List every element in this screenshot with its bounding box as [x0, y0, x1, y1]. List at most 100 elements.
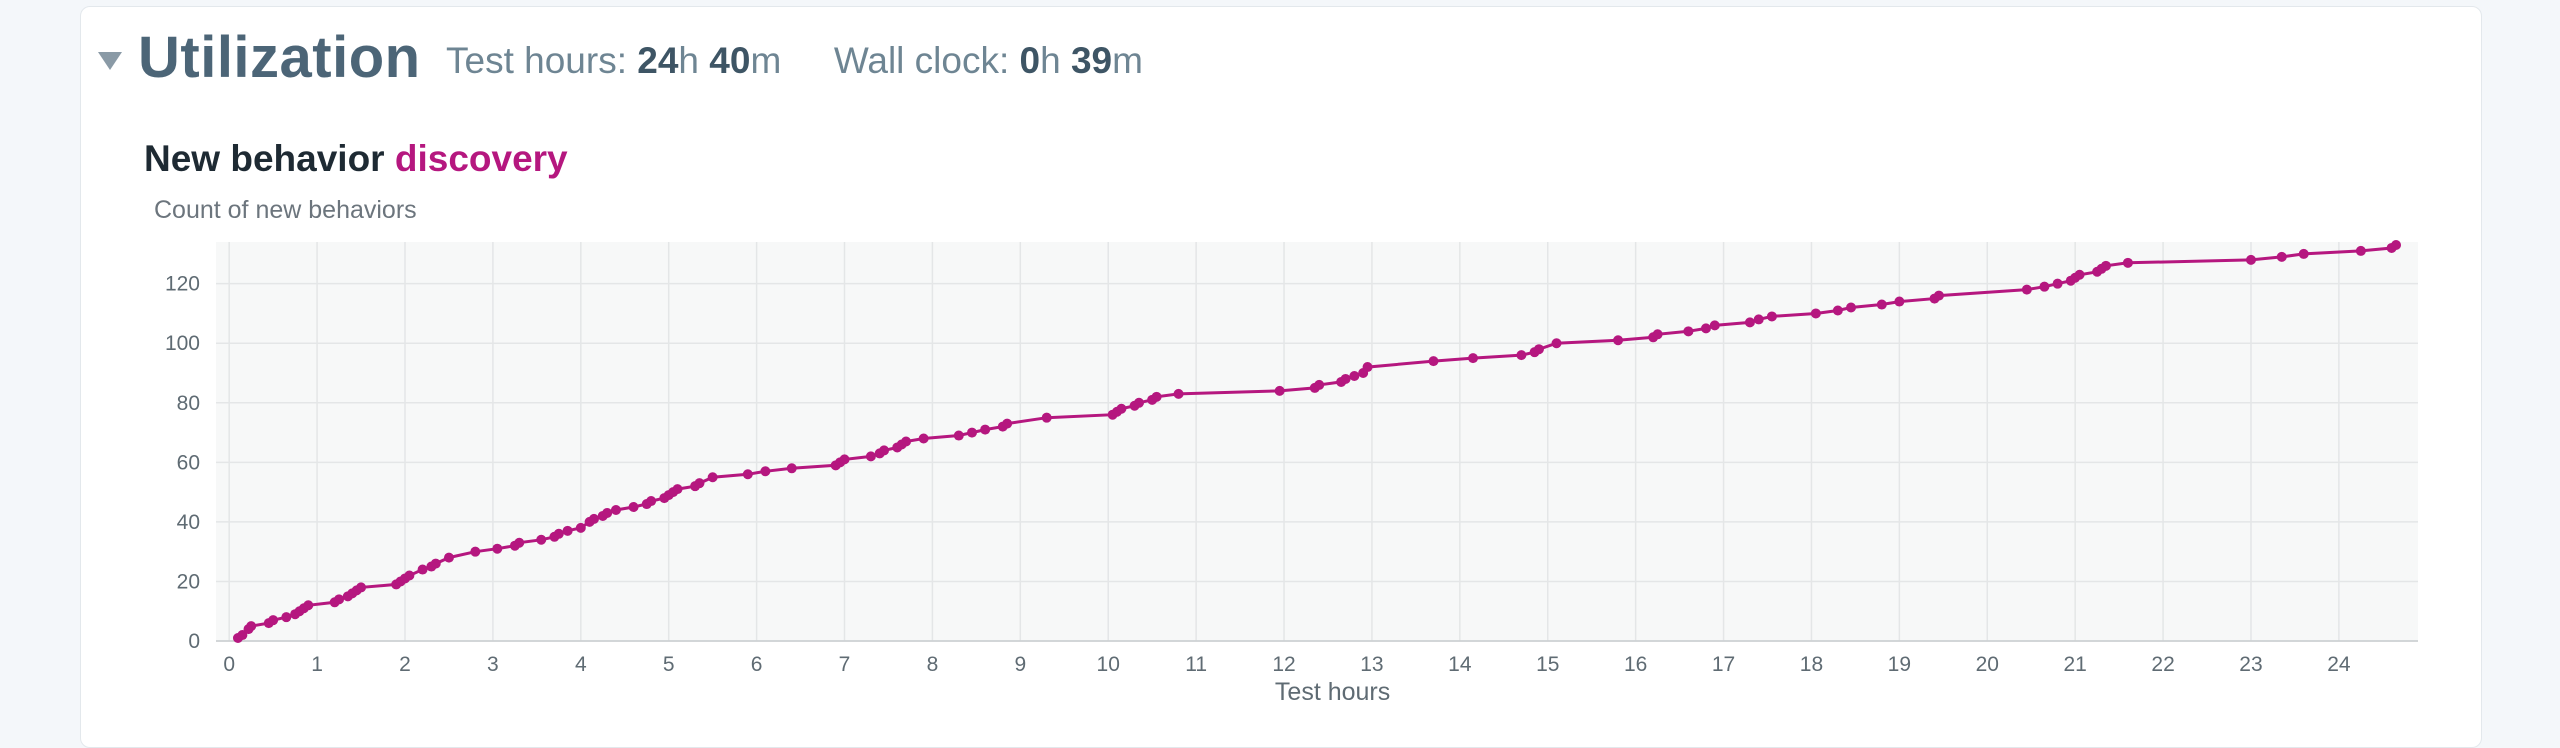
data-point — [1744, 317, 1755, 328]
data-point — [1766, 311, 1777, 322]
test-hours-hours-unit: h — [678, 40, 699, 81]
data-point — [879, 445, 890, 456]
x-tick-label: 18 — [1800, 653, 1823, 676]
data-point — [760, 466, 771, 477]
y-tick-label: 0 — [188, 630, 200, 653]
data-point — [1340, 373, 1351, 384]
data-point — [575, 522, 586, 533]
data-point — [2100, 260, 2111, 271]
data-point — [707, 472, 718, 483]
data-point — [1894, 296, 1905, 307]
y-tick-label: 80 — [177, 392, 200, 415]
data-point — [1041, 412, 1052, 423]
data-point — [1533, 344, 1544, 355]
data-point — [1314, 379, 1325, 390]
data-point — [268, 615, 279, 626]
x-tick-label: 9 — [1014, 653, 1026, 676]
data-point — [1002, 418, 1013, 429]
data-point — [1810, 308, 1821, 319]
data-point — [1832, 305, 1843, 316]
data-point — [2276, 251, 2287, 262]
data-point — [404, 570, 415, 581]
data-point — [865, 451, 876, 462]
data-point — [536, 534, 547, 545]
x-tick-label: 7 — [839, 653, 851, 676]
data-point — [839, 454, 850, 465]
data-point — [980, 424, 991, 435]
x-tick-label: 15 — [1536, 653, 1559, 676]
data-point — [2021, 284, 2032, 295]
data-point — [1428, 356, 1439, 367]
wall-clock-hours: 0 — [1019, 40, 1041, 81]
x-tick-label: 2 — [399, 653, 411, 676]
data-point — [417, 564, 428, 575]
data-point — [1362, 362, 1373, 373]
x-tick-label: 14 — [1448, 653, 1472, 676]
data-point — [1133, 397, 1144, 408]
data-point — [2122, 257, 2133, 268]
data-point — [514, 537, 525, 548]
data-point — [966, 427, 977, 438]
data-point — [470, 546, 481, 557]
chart-title-prefix: New behavior — [144, 138, 385, 179]
data-point — [2355, 245, 2366, 256]
data-point — [1613, 335, 1624, 346]
x-tick-label: 13 — [1360, 653, 1383, 676]
data-point — [610, 504, 621, 515]
data-point — [1516, 350, 1527, 361]
data-point — [443, 552, 454, 563]
triangle-down-icon[interactable] — [98, 52, 122, 70]
data-point — [1700, 323, 1711, 334]
test-hours-minutes: 40 — [709, 40, 751, 81]
x-tick-label: 22 — [2151, 653, 2174, 676]
data-point — [562, 525, 573, 536]
x-tick-label: 21 — [2063, 653, 2086, 676]
data-point — [1846, 302, 1857, 313]
data-point — [628, 502, 639, 513]
data-point — [786, 463, 797, 474]
y-tick-label: 120 — [165, 273, 200, 296]
y-tick-label: 40 — [177, 511, 200, 534]
data-point — [356, 582, 367, 593]
x-tick-label: 11 — [1185, 653, 1207, 676]
data-point — [901, 436, 912, 447]
data-point — [588, 513, 599, 524]
x-axis-title: Test hours — [1275, 678, 1390, 706]
x-tick-label: 12 — [1272, 653, 1295, 676]
wall-clock-hours-unit: h — [1040, 40, 1061, 81]
data-point — [334, 594, 345, 605]
plot-area — [216, 242, 2418, 641]
y-tick-label: 60 — [177, 451, 200, 474]
data-point — [694, 478, 705, 489]
data-point — [2039, 281, 2050, 292]
data-point — [1876, 299, 1887, 310]
y-tick-label: 20 — [177, 570, 200, 593]
utilization-stats: Test hours: 24h 40m Wall clock: 0h 39m — [446, 40, 1143, 82]
section-title: Utilization — [138, 25, 421, 90]
data-point — [2074, 269, 2085, 280]
x-tick-label: 5 — [663, 653, 675, 676]
data-point — [2391, 239, 2402, 250]
test-hours-label: Test hours: — [446, 40, 627, 81]
wall-clock-label: Wall clock: — [833, 40, 1010, 81]
data-point — [918, 433, 929, 444]
data-point — [1709, 320, 1720, 331]
data-point — [553, 528, 564, 539]
test-hours-hours: 24 — [637, 40, 679, 81]
data-point — [672, 484, 683, 495]
data-point — [1468, 353, 1479, 364]
data-point — [1683, 326, 1694, 337]
data-point — [2245, 254, 2256, 265]
data-point — [1551, 338, 1562, 349]
x-tick-label: 6 — [751, 653, 763, 676]
x-tick-label: 3 — [487, 653, 499, 676]
chart-y-axis-label: Count of new behaviors — [154, 196, 417, 224]
wall-clock-minutes-unit: m — [1112, 40, 1143, 81]
data-point — [646, 496, 657, 507]
x-tick-label: 23 — [2239, 653, 2262, 676]
x-tick-label: 10 — [1097, 653, 1120, 676]
chart-title-accent: discovery — [394, 138, 568, 179]
y-tick-label: 100 — [165, 332, 200, 355]
test-hours-minutes-unit: m — [750, 40, 782, 81]
data-point — [2052, 278, 2063, 289]
